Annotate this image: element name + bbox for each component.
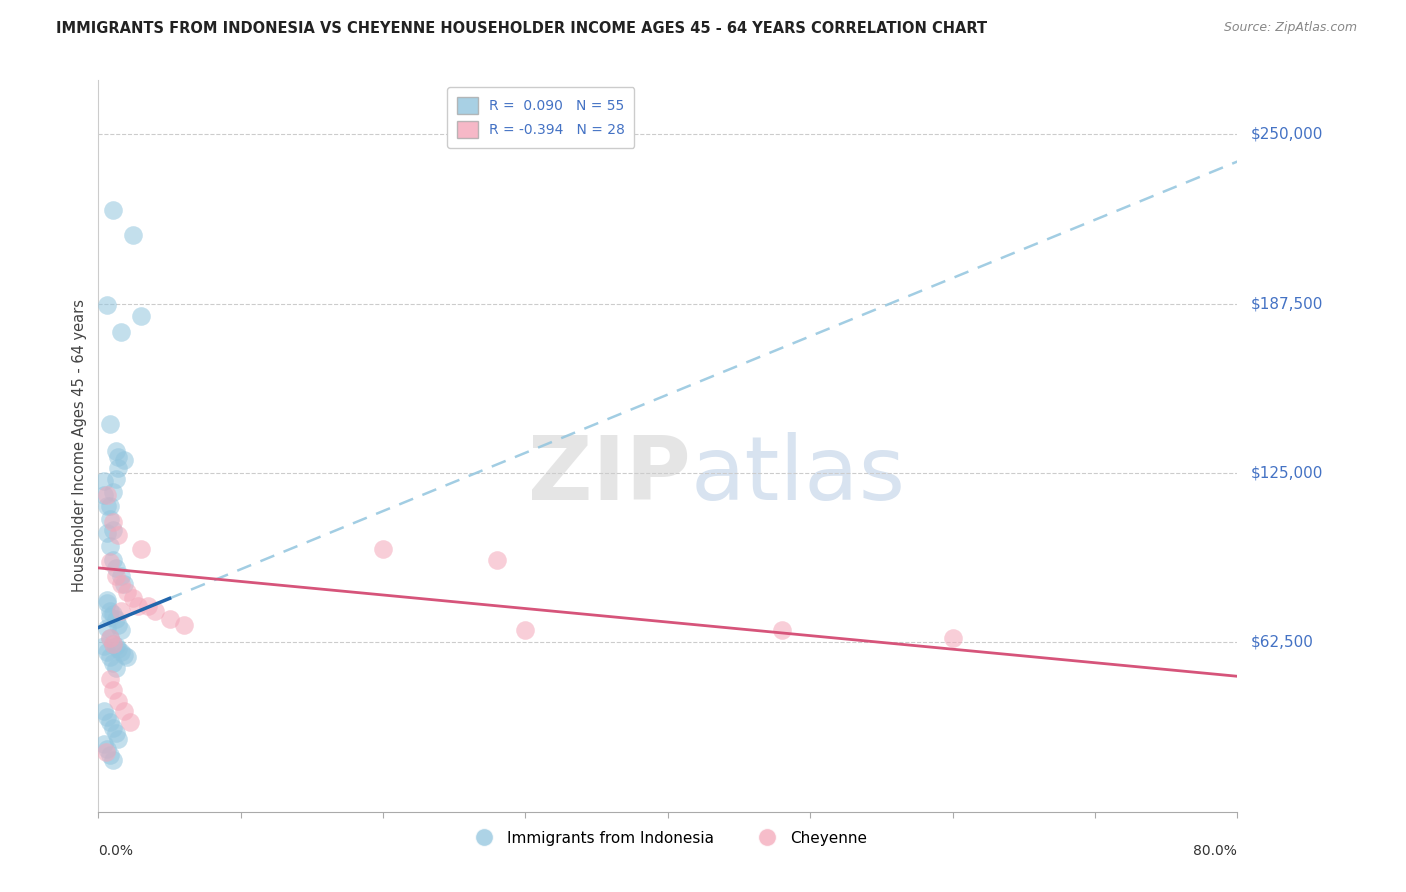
Point: [98, 747, 121, 762]
Point: [101, 721, 124, 735]
Text: 80.0%: 80.0%: [1194, 844, 1237, 858]
Point: [107, 731, 129, 746]
Point: [136, 599, 159, 613]
Text: 0.0%: 0.0%: [98, 844, 134, 858]
Point: [104, 561, 127, 575]
Point: [98, 609, 121, 624]
Point: [98, 556, 121, 570]
Point: [94, 745, 117, 759]
Legend: Immigrants from Indonesia, Cheyenne: Immigrants from Indonesia, Cheyenne: [463, 824, 873, 852]
Point: [98, 632, 121, 646]
Point: [104, 569, 127, 583]
Text: $125,000: $125,000: [1251, 466, 1323, 481]
Point: [96, 499, 118, 513]
Point: [107, 460, 129, 475]
Point: [110, 604, 132, 618]
Point: [145, 604, 167, 618]
Point: [93, 474, 115, 488]
Point: [98, 672, 121, 686]
Point: [101, 203, 124, 218]
Point: [104, 640, 127, 654]
Point: [104, 661, 127, 675]
Point: [107, 617, 129, 632]
Point: [101, 637, 124, 651]
Point: [98, 417, 121, 432]
Point: [101, 485, 124, 500]
Point: [127, 599, 149, 613]
Text: ZIP: ZIP: [527, 432, 690, 519]
Point: [98, 499, 121, 513]
Point: [104, 726, 127, 740]
Point: [96, 593, 118, 607]
Point: [101, 656, 124, 670]
Point: [112, 648, 135, 662]
Point: [96, 620, 118, 634]
Point: [98, 539, 121, 553]
Point: [118, 715, 141, 730]
Point: [98, 715, 121, 730]
Point: [107, 693, 129, 707]
Point: [115, 650, 138, 665]
Point: [96, 596, 118, 610]
Point: [98, 632, 121, 646]
Y-axis label: Householder Income Ages 45 - 64 years: Householder Income Ages 45 - 64 years: [72, 300, 87, 592]
Point: [93, 737, 115, 751]
Point: [98, 512, 121, 526]
Text: IMMIGRANTS FROM INDONESIA VS CHEYENNE HOUSEHOLDER INCOME AGES 45 - 64 YEARS CORR: IMMIGRANTS FROM INDONESIA VS CHEYENNE HO…: [56, 21, 987, 36]
Text: $187,500: $187,500: [1251, 296, 1323, 311]
Point: [515, 624, 537, 638]
Text: $62,500: $62,500: [1251, 635, 1315, 650]
Point: [110, 577, 132, 591]
Point: [129, 309, 152, 323]
Point: [101, 753, 124, 767]
Point: [173, 617, 195, 632]
Point: [93, 488, 115, 502]
Point: [96, 645, 118, 659]
Point: [486, 553, 509, 567]
Point: [93, 705, 115, 719]
Point: [942, 632, 965, 646]
Text: Source: ZipAtlas.com: Source: ZipAtlas.com: [1223, 21, 1357, 34]
Point: [101, 553, 124, 567]
Point: [96, 298, 118, 312]
Point: [96, 742, 118, 756]
Point: [110, 569, 132, 583]
Point: [121, 227, 143, 242]
Point: [101, 523, 124, 537]
Point: [371, 541, 394, 556]
Point: [96, 525, 118, 540]
Point: [770, 624, 793, 638]
Point: [110, 624, 132, 638]
Point: [112, 577, 135, 591]
Point: [107, 642, 129, 657]
Point: [101, 607, 124, 621]
Text: $250,000: $250,000: [1251, 127, 1323, 142]
Point: [107, 528, 129, 542]
Point: [98, 604, 121, 618]
Point: [104, 471, 127, 485]
Point: [115, 585, 138, 599]
Point: [107, 450, 129, 464]
Point: [112, 452, 135, 467]
Point: [159, 612, 181, 626]
Point: [101, 637, 124, 651]
Point: [112, 705, 135, 719]
Point: [129, 541, 152, 556]
Text: atlas: atlas: [690, 432, 905, 519]
Point: [110, 325, 132, 339]
Point: [110, 645, 132, 659]
Point: [96, 488, 118, 502]
Point: [104, 444, 127, 458]
Point: [96, 710, 118, 724]
Point: [101, 515, 124, 529]
Point: [121, 591, 143, 605]
Point: [98, 650, 121, 665]
Point: [104, 612, 127, 626]
Point: [101, 682, 124, 697]
Point: [93, 640, 115, 654]
